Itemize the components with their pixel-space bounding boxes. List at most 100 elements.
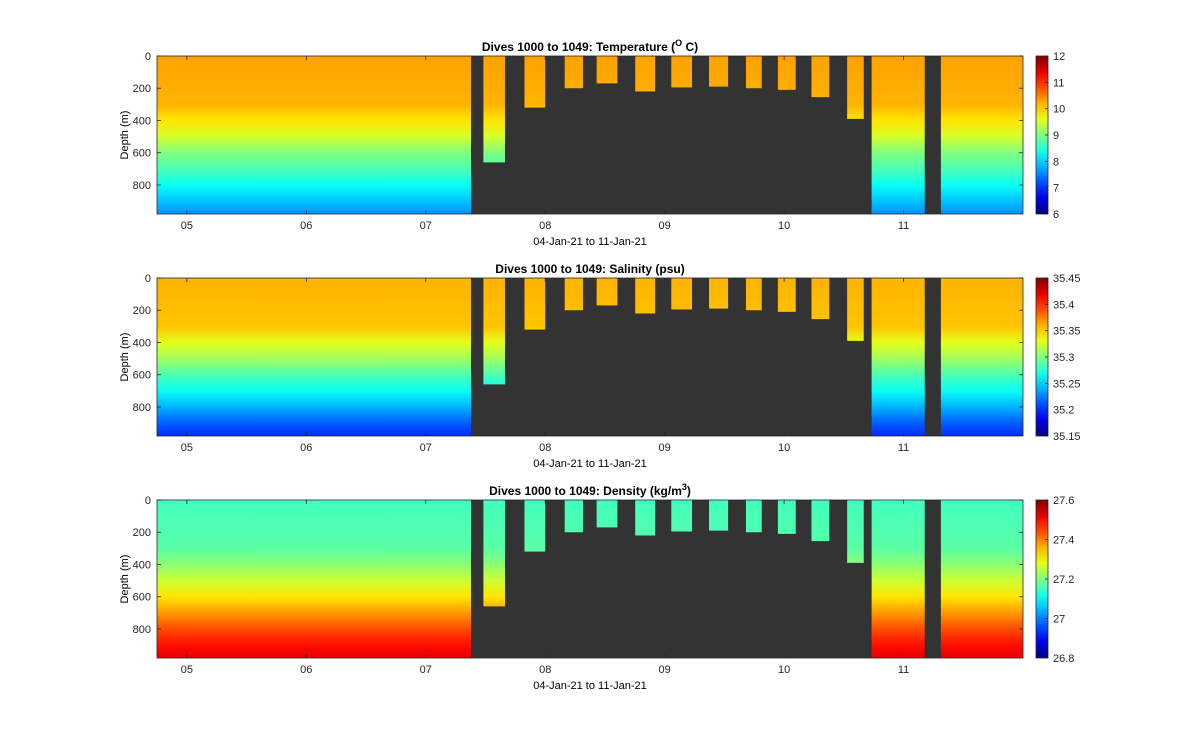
density-dive-segment [483,500,505,607]
salinity-dive-segment [871,278,925,436]
temperature-plot-frame [156,55,1024,215]
temperature-x-tick-label: 06 [300,220,312,232]
temperature-x-tick-label: 07 [420,220,432,232]
temperature-dive-group [157,56,471,214]
salinity-colorbar: 35.45 35.4 35.35 35.3 35.25 35.2 35.15 [1035,273,1081,443]
salinity-dive-segment [596,278,618,306]
temperature-dive-segment [777,56,796,90]
temperature-chart-title: Dives 1000 to 1049: Temperature (O C) [482,38,698,54]
density-dive-group [811,500,830,542]
density-colorbar-tick-label: 27.2 [1053,574,1074,586]
density-dive-group [777,500,796,534]
density-dive-group [483,500,505,607]
salinity-dive-group [635,278,656,314]
salinity-y-axis-label: Depth (m) [119,333,131,382]
temperature-dive-segment [745,56,762,89]
density-dive-group [564,500,583,533]
temperature-y-tick-label: 600 [133,148,151,160]
temperature-dive-segment [635,56,656,92]
salinity-colorbar-tick-label: 35.4 [1053,299,1074,311]
salinity-x-tick-label: 07 [420,442,432,454]
salinity-dive-segment [709,278,729,309]
salinity-plot-frame [156,277,1024,437]
density-x-axis-label: 04-Jan-21 to 11-Jan-21 [533,680,647,692]
temperature-x-tick-label: 10 [778,220,790,232]
salinity-y-tick-label: 800 [133,402,151,414]
density-chart-title: Dives 1000 to 1049: Density (kg/m3) [489,482,691,498]
temperature-dive-group [671,56,693,88]
salinity-dive-segment [777,278,796,312]
salinity-axis-ticks: 05 06 07 08 09 10 11 0 200 400 600 800 [133,273,1023,454]
temperature-dive-group [596,56,618,84]
density-x-tick-label: 11 [898,664,909,676]
salinity-x-tick-label: 10 [778,442,790,454]
salinity-colorbar-tick-label: 35.45 [1053,273,1081,285]
temperature-colorbar-tick-label: 10 [1053,104,1065,116]
temperature-dive-segment [596,56,618,84]
temperature-x-tick-label: 11 [898,220,909,232]
temperature-x-tick-label: 09 [659,220,671,232]
density-dive-segment [709,500,729,531]
density-dive-group [709,500,729,531]
salinity-dive-group [847,278,864,341]
temperature-dive-group [847,56,864,119]
temperature-x-axis-label: 04-Jan-21 to 11-Jan-21 [533,236,647,248]
temperature-dive-segment [564,56,583,89]
density-y-tick-label: 800 [133,624,151,636]
density-x-tick-label: 07 [420,664,432,676]
density-x-tick-label: 06 [300,664,312,676]
salinity-dive-segment [524,278,546,330]
salinity-dive-segment [671,278,693,310]
density-x-tick-label: 10 [778,664,790,676]
temperature-dive-group [871,56,925,214]
density-y-tick-label: 400 [133,559,151,571]
density-dive-segment [635,500,656,536]
density-y-axis-label: Depth (m) [119,555,131,604]
temperature-dive-segment [524,56,546,108]
salinity-dive-group [811,278,830,320]
temperature-x-tick-label: 08 [539,220,551,232]
salinity-dive-segment [483,278,505,385]
density-colorbar: 27.6 27.4 27.2 27 26.8 [1035,495,1074,665]
density-x-tick-label: 05 [181,664,193,676]
salinity-colorbar-tick-label: 35.15 [1053,431,1081,443]
salinity-dive-group [777,278,796,312]
temperature-y-tick-label: 0 [145,51,151,63]
salinity-dive-group [564,278,583,311]
temperature-y-tick-label: 400 [133,115,151,127]
density-dive-segment [940,500,1023,658]
density-y-tick-label: 200 [133,527,151,539]
salinity-y-tick-label: 200 [133,305,151,317]
temperature-dive-segment [671,56,693,88]
salinity-colorbar-tick-label: 35.3 [1053,352,1074,364]
temperature-colorbar: 12 11 10 9 8 7 6 [1035,51,1065,221]
density-panel: Dives 1000 to 1049: Density (kg/m3) 04-J… [119,482,1074,692]
temperature-y-tick-label: 800 [133,180,151,192]
density-colorbar-tick-label: 27.4 [1053,535,1074,547]
density-dive-group [871,500,925,658]
density-dive-segment [524,500,546,552]
density-dive-segment [157,500,471,658]
temperature-colorbar-tick-label: 9 [1053,130,1059,142]
temperature-x-tick-label: 05 [181,220,193,232]
temperature-dive-group [811,56,830,98]
temperature-dive-group [940,56,1023,214]
salinity-plot-area [156,277,1024,437]
salinity-x-tick-label: 08 [539,442,551,454]
temperature-dive-group [483,56,505,163]
density-colorbar-tick-label: 27 [1053,614,1065,626]
temperature-dive-segment [871,56,925,214]
salinity-x-tick-label: 09 [659,442,671,454]
density-dive-group [596,500,618,528]
temperature-dive-segment [483,56,505,163]
density-dive-group [745,500,762,533]
density-axis-ticks: 05 06 07 08 09 10 11 0 200 400 600 800 [133,495,1023,676]
salinity-panel: Dives 1000 to 1049: Salinity (psu) 04-Ja… [119,262,1081,470]
salinity-chart-title: Dives 1000 to 1049: Salinity (psu) [495,262,684,276]
salinity-dive-group [871,278,925,436]
temperature-dive-segment [811,56,830,98]
density-dive-group [671,500,693,532]
salinity-colorbar-tick-label: 35.25 [1053,378,1081,390]
temperature-colorbar-tick-label: 7 [1053,183,1059,195]
temperature-dive-group [745,56,762,89]
